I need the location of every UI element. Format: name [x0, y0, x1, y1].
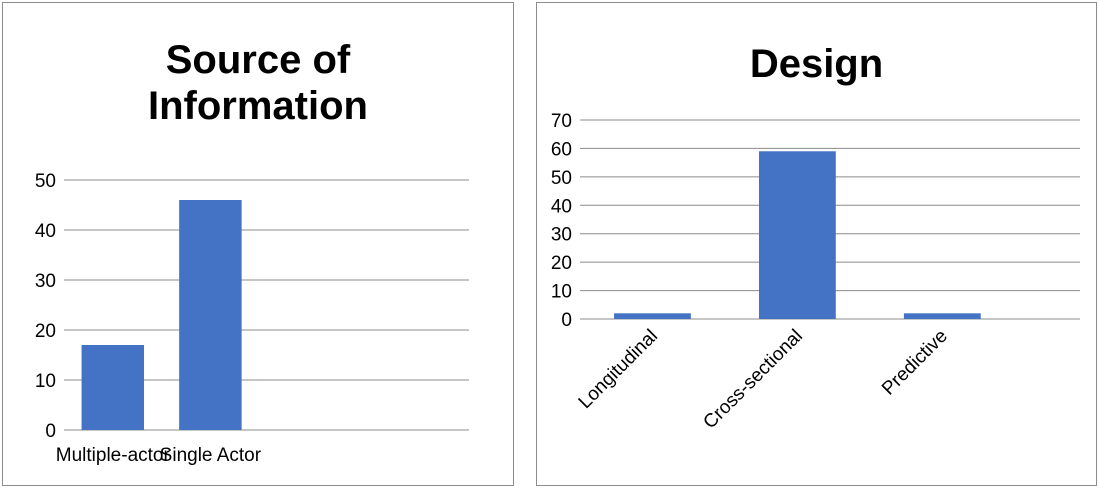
y-tick-label: 30	[551, 225, 572, 246]
y-tick-label: 0	[561, 310, 572, 331]
bar	[614, 313, 691, 319]
chart-panel-design: Design 0 10 20 30 40 50 60 70 Longitudinal Cross-…	[536, 2, 1097, 486]
chart-panel-source-of-information: Source of Information 0 10 20 30 40 50 Multipl…	[2, 2, 514, 486]
bar	[758, 151, 836, 319]
y-tick-label: 50	[35, 171, 56, 192]
y-tick-label: 10	[35, 371, 56, 392]
bar	[903, 313, 981, 319]
y-tick-label: 40	[35, 221, 56, 242]
y-tick-label: 30	[35, 271, 56, 292]
x-tick-label: Single Actor	[160, 445, 262, 466]
chart-title: Source of Information	[148, 38, 368, 128]
chart-title: Design	[749, 42, 884, 86]
y-tick-label: 0	[45, 421, 56, 442]
x-tick-label: Cross-sectional	[699, 326, 806, 433]
bar	[179, 200, 242, 430]
x-tick-label: Multiple-actor	[56, 445, 171, 466]
y-tick-label: 50	[551, 168, 572, 189]
bar	[81, 345, 145, 430]
bar-chart-design: 0 10 20 30 40 50 60 70 Longitudinal Cross-section…	[551, 111, 1080, 433]
y-tick-label: 40	[551, 196, 572, 217]
y-tick-label: 20	[551, 253, 572, 274]
y-tick-label: 10	[551, 282, 572, 303]
x-tick-label: Longitudinal	[575, 326, 662, 413]
y-tick-label: 70	[551, 111, 572, 132]
y-tick-label: 20	[35, 321, 56, 342]
x-tick-label: Predictive	[878, 326, 952, 400]
y-tick-label: 60	[551, 139, 572, 160]
